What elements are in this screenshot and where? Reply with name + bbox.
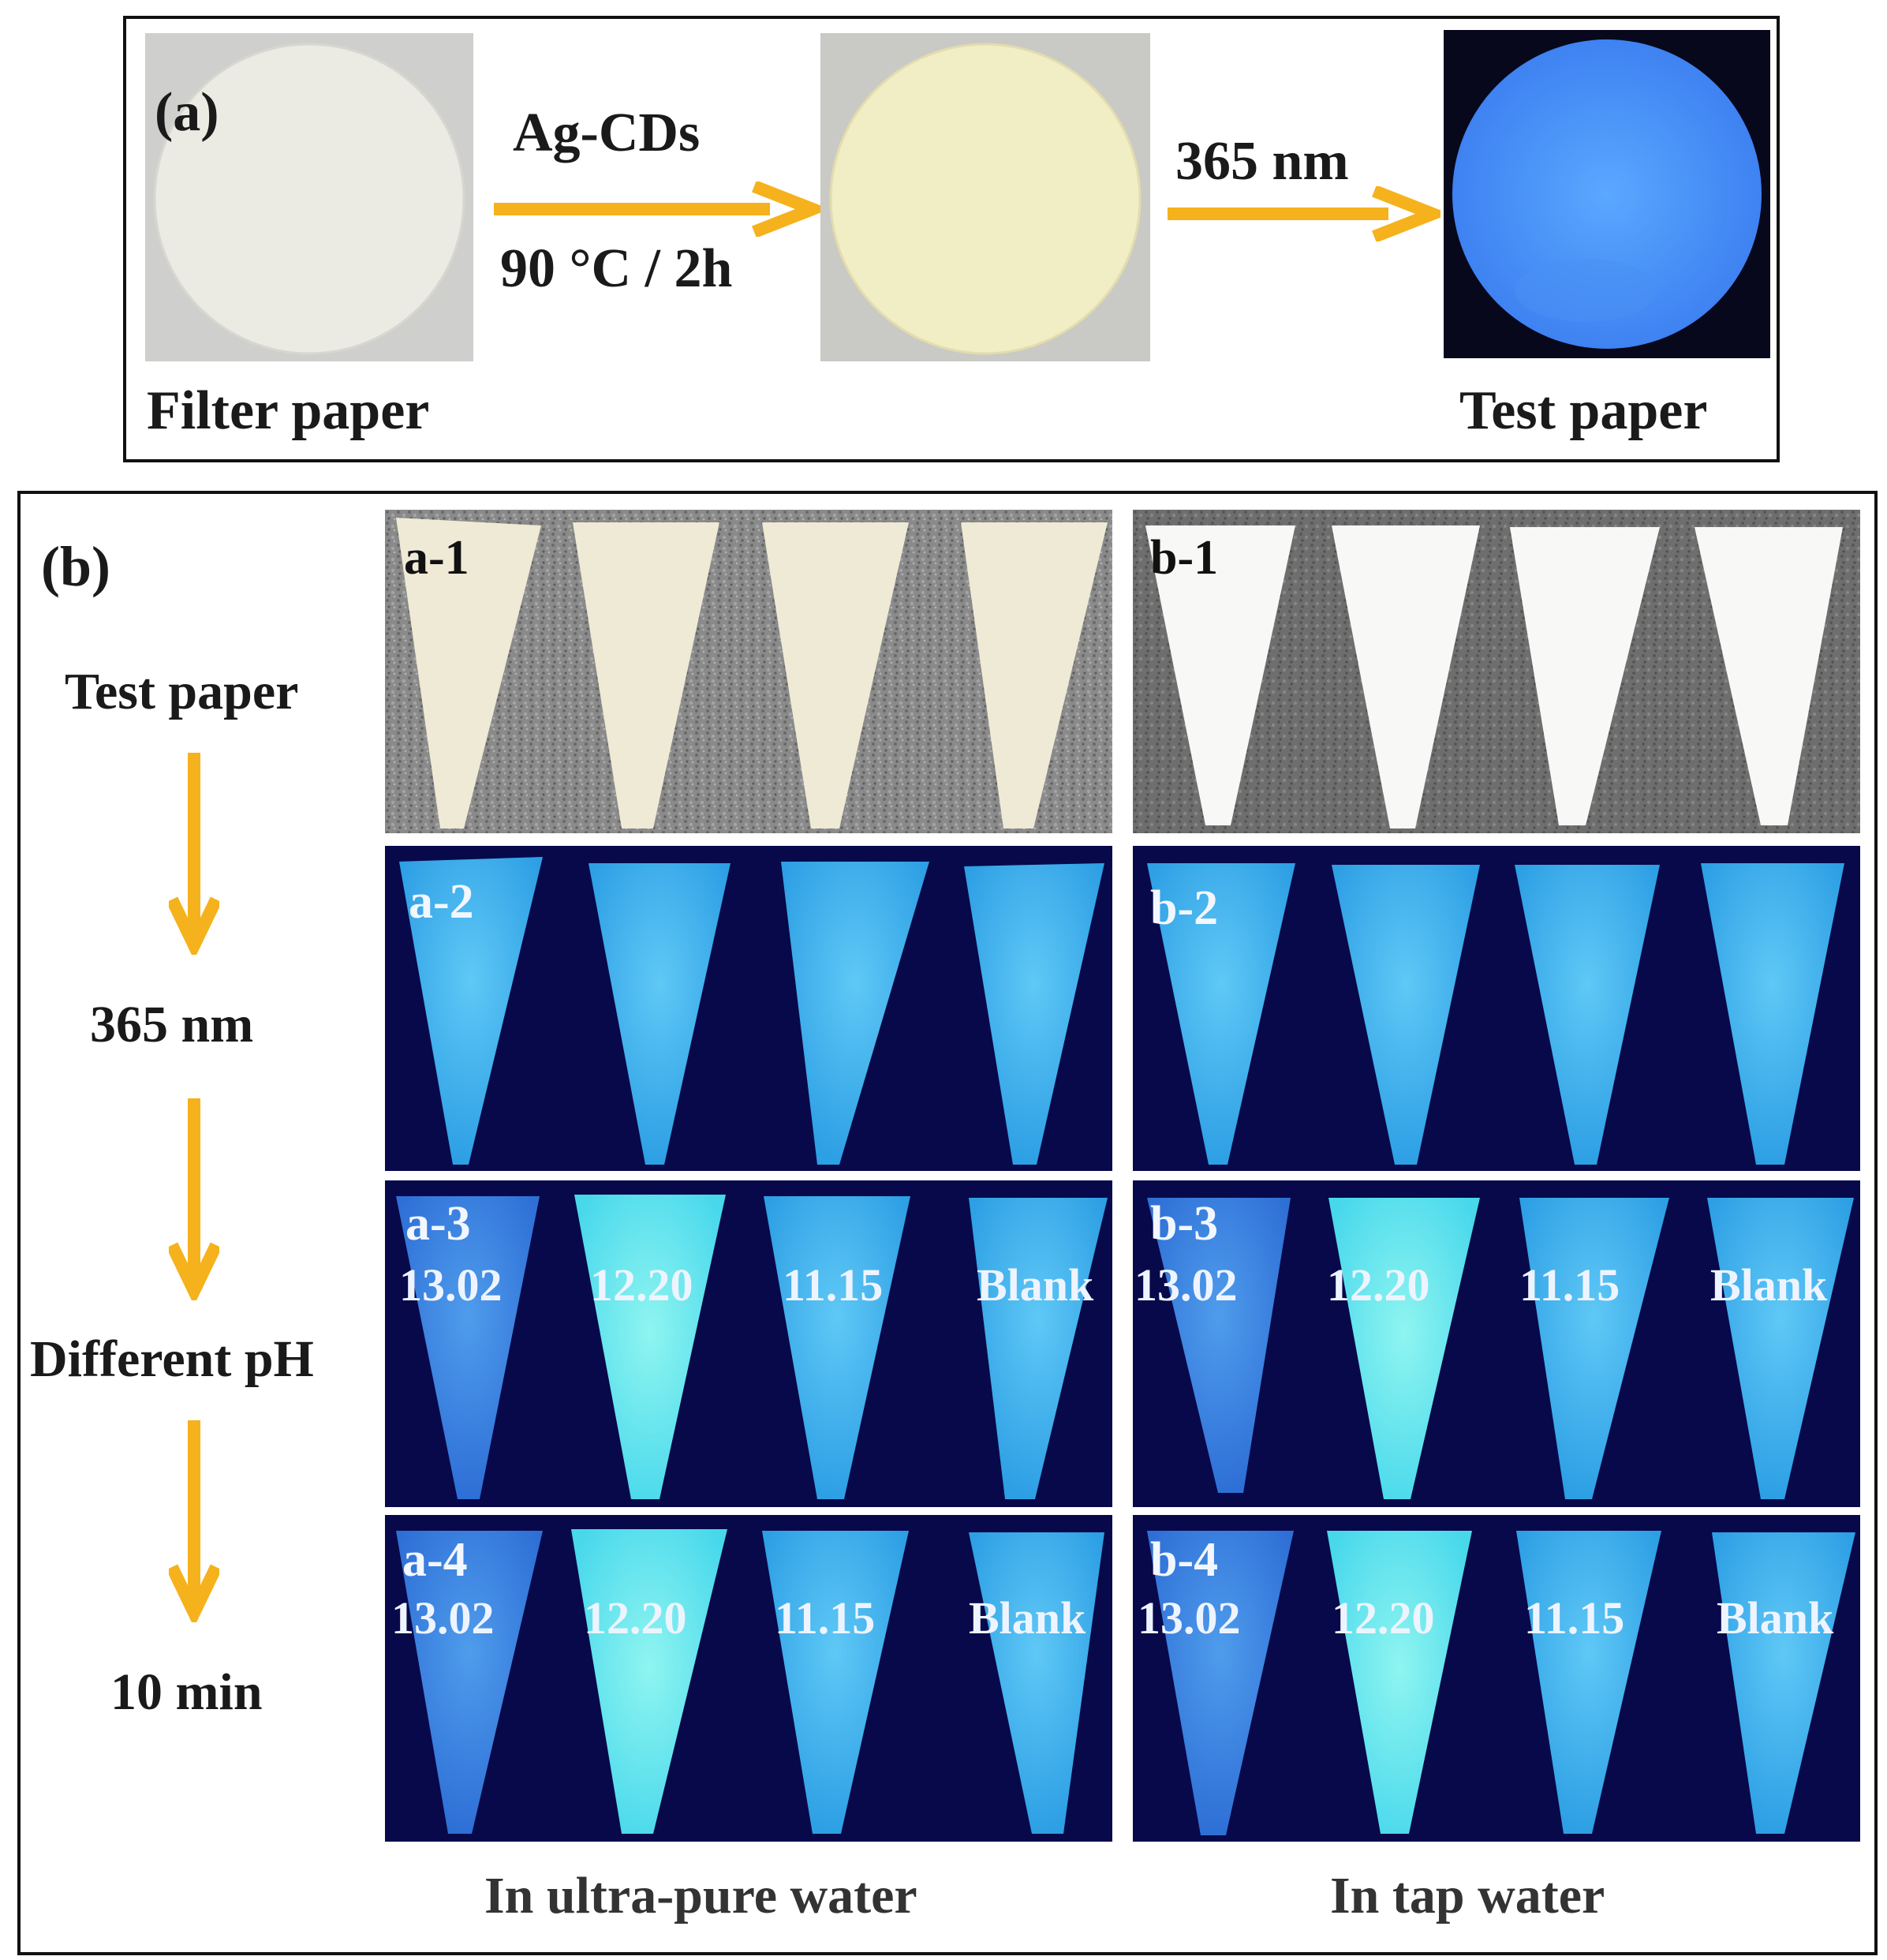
tag-a-4: a-4 [402, 1533, 468, 1587]
step1-label-bottom: 90 °C / 2h [500, 238, 733, 299]
flow-step-test-paper: Test paper [65, 663, 299, 720]
flow-step-10min: 10 min [110, 1663, 263, 1721]
photo-a-4 [385, 1515, 1112, 1842]
panel-b-label: (b) [41, 535, 110, 598]
step1-label-top: Ag-CDs [513, 103, 701, 163]
ph-label: Blank [969, 1592, 1086, 1644]
ph-label: 13.02 [1134, 1259, 1238, 1311]
flow-step-365nm: 365 nm [90, 996, 254, 1053]
ph-label: 11.15 [1519, 1259, 1620, 1311]
photo-b-3 [1133, 1180, 1860, 1507]
ph-label: 12.20 [590, 1259, 693, 1311]
step2-label: 365 nm [1175, 131, 1349, 192]
ph-label: Blank [977, 1259, 1094, 1311]
arrow-down-icon [169, 753, 219, 955]
ph-label: 11.15 [775, 1592, 876, 1644]
caption-tap-water: In tap water [1330, 1867, 1605, 1924]
tag-a-1: a-1 [404, 531, 469, 585]
ph-label: 12.20 [1332, 1592, 1435, 1644]
panel-b-frame [17, 491, 1878, 1955]
ph-label: 11.15 [783, 1259, 884, 1311]
photo-b-2 [1133, 846, 1860, 1171]
arrow-down-icon [169, 1420, 219, 1622]
panel-a-label: (a) [155, 82, 219, 143]
photo-b-1 [1133, 510, 1860, 833]
photo-a-1 [385, 510, 1112, 833]
photo-b-4 [1133, 1515, 1860, 1842]
ph-label: 12.20 [584, 1592, 687, 1644]
ph-label: 11.15 [1524, 1592, 1625, 1644]
ph-label: 13.02 [391, 1592, 495, 1644]
caption-ultra-pure-water: In ultra-pure water [484, 1867, 917, 1924]
arrow-right-icon [1168, 186, 1440, 241]
flow-step-different-ph: Different pH [30, 1330, 314, 1388]
arrow-down-icon [169, 1098, 219, 1300]
tag-b-2: b-2 [1150, 881, 1219, 935]
ph-label: Blank [1717, 1592, 1834, 1644]
ph-label: 13.02 [399, 1259, 503, 1311]
ph-label: Blank [1710, 1259, 1828, 1311]
photo-a-3 [385, 1180, 1112, 1507]
arrow-right-icon [494, 181, 822, 237]
tag-b-3: b-3 [1150, 1197, 1219, 1251]
filter-paper-photo [145, 33, 473, 361]
tag-a-3: a-3 [405, 1197, 471, 1251]
panel-a-frame [123, 16, 1780, 462]
photo-a-2 [385, 846, 1112, 1171]
coated-paper-photo [820, 33, 1150, 361]
tag-a-2: a-2 [409, 875, 474, 929]
tag-b-1: b-1 [1150, 531, 1219, 585]
caption-filter-paper: Filter paper [147, 380, 430, 441]
tag-b-4: b-4 [1150, 1533, 1219, 1587]
ph-label: 12.20 [1327, 1259, 1430, 1311]
caption-test-paper: Test paper [1459, 380, 1708, 441]
ph-label: 13.02 [1138, 1592, 1241, 1644]
test-paper-uv-photo [1444, 30, 1770, 358]
